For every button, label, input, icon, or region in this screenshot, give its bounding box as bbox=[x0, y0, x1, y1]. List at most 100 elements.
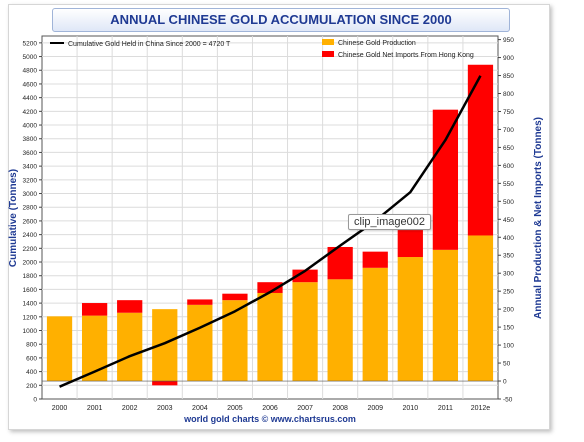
axes: 0200400600800100012001400160018002000220… bbox=[23, 37, 515, 412]
right-tick-label: 950 bbox=[503, 37, 514, 44]
bar-production-2012e bbox=[467, 235, 494, 382]
left-tick-label: 1400 bbox=[23, 301, 38, 308]
right-tick-label: 400 bbox=[503, 235, 514, 242]
right-tick-label: 550 bbox=[503, 181, 514, 188]
right-tick-label: -50 bbox=[503, 397, 513, 404]
source-credit: world gold charts © www.chartsrus.com bbox=[183, 414, 356, 424]
left-tick-label: 2400 bbox=[23, 232, 38, 239]
bar-production-2003 bbox=[152, 309, 178, 382]
bar-production-2008 bbox=[327, 279, 353, 382]
x-tick-label: 2000 bbox=[52, 405, 68, 412]
x-tick-label: 2007 bbox=[297, 405, 313, 412]
left-tick-label: 3800 bbox=[23, 136, 38, 143]
right-tick-label: 750 bbox=[503, 109, 514, 116]
right-tick-label: 350 bbox=[503, 253, 514, 260]
legend-swatch-production bbox=[322, 39, 334, 45]
x-tick-label: 2010 bbox=[403, 405, 419, 412]
right-tick-label: 850 bbox=[503, 73, 514, 80]
bar-production-2010 bbox=[397, 257, 423, 382]
left-tick-label: 2800 bbox=[23, 205, 38, 212]
left-tick-label: 3000 bbox=[23, 191, 38, 198]
right-tick-label: 500 bbox=[503, 199, 514, 206]
left-tick-label: 5000 bbox=[23, 54, 38, 61]
legend-swatch-imports bbox=[322, 51, 334, 57]
bar-imports-2011 bbox=[432, 109, 459, 250]
x-tick-label: 2011 bbox=[438, 405, 453, 412]
left-tick-label: 5200 bbox=[23, 40, 38, 47]
x-tick-label: 2008 bbox=[332, 405, 348, 412]
left-tick-label: 2600 bbox=[23, 218, 38, 225]
x-tick-label: 2006 bbox=[262, 405, 278, 412]
bar-production-2006 bbox=[257, 292, 283, 382]
bar-imports-2001 bbox=[81, 303, 108, 316]
cumulative-series-line bbox=[59, 75, 482, 388]
bar-imports-2010 bbox=[397, 230, 423, 258]
left-tick-label: 3200 bbox=[23, 177, 38, 184]
x-tick-label: 2004 bbox=[192, 405, 208, 412]
chart-title: ANNUAL CHINESE GOLD ACCUMULATION SINCE 2… bbox=[52, 8, 510, 32]
left-tick-label: 2000 bbox=[23, 260, 38, 267]
right-tick-label: 300 bbox=[503, 271, 514, 278]
bar-imports-2006 bbox=[257, 282, 283, 293]
left-tick-label: 400 bbox=[26, 369, 37, 376]
left-tick-label: 4600 bbox=[23, 81, 38, 88]
legend-label-imports: Chinese Gold Net Imports From Hong Kong bbox=[338, 52, 474, 59]
right-tick-label: 100 bbox=[503, 343, 514, 350]
left-tick-label: 4800 bbox=[23, 68, 38, 75]
bar-imports-2002 bbox=[117, 300, 143, 313]
bar-imports-2009 bbox=[362, 251, 388, 268]
left-tick-label: 4200 bbox=[23, 109, 38, 116]
left-tick-label: 200 bbox=[26, 383, 37, 390]
x-tick-label: 2001 bbox=[87, 405, 103, 412]
bar-imports-2004 bbox=[187, 299, 213, 305]
legend: Cumulative Gold Held in China Since 2000… bbox=[50, 39, 474, 59]
right-tick-label: 250 bbox=[503, 289, 514, 296]
left-tick-label: 1000 bbox=[23, 328, 38, 335]
right-tick-label: 150 bbox=[503, 325, 514, 332]
cumulative-line bbox=[59, 75, 482, 388]
left-tick-label: 3600 bbox=[23, 150, 38, 157]
left-tick-label: 800 bbox=[26, 342, 37, 349]
bar-imports-2005 bbox=[222, 293, 248, 301]
left-tick-label: 0 bbox=[33, 397, 37, 404]
left-tick-label: 3400 bbox=[23, 164, 38, 171]
bars bbox=[42, 64, 498, 386]
left-tick-label: 600 bbox=[26, 355, 37, 362]
bar-production-2005 bbox=[222, 300, 248, 382]
right-tick-label: 50 bbox=[503, 361, 511, 368]
right-tick-label: 650 bbox=[503, 145, 514, 152]
left-tick-label: 4000 bbox=[23, 123, 38, 130]
legend-label-cumulative: Cumulative Gold Held in China Since 2000… bbox=[68, 41, 231, 48]
bar-production-2007 bbox=[292, 282, 318, 382]
left-tick-label: 4400 bbox=[23, 95, 38, 102]
right-tick-label: 0 bbox=[503, 379, 507, 386]
bar-imports-2003 bbox=[152, 381, 178, 386]
left-tick-label: 2200 bbox=[23, 246, 38, 253]
bar-production-2002 bbox=[117, 312, 143, 382]
right-tick-label: 200 bbox=[503, 307, 514, 314]
right-tick-label: 800 bbox=[503, 91, 514, 98]
bar-production-2001 bbox=[81, 315, 108, 382]
x-tick-label: 2002 bbox=[122, 405, 138, 412]
right-tick-label: 450 bbox=[503, 217, 514, 224]
x-tick-label: 2005 bbox=[227, 405, 243, 412]
x-tick-label: 2012e bbox=[471, 405, 491, 412]
bar-production-2004 bbox=[187, 304, 213, 382]
right-tick-label: 900 bbox=[503, 55, 514, 62]
x-tick-label: 2003 bbox=[157, 405, 173, 412]
left-axis-label: Cumulative (Tonnes) bbox=[8, 169, 19, 267]
left-tick-label: 1600 bbox=[23, 287, 38, 294]
right-axis-label: Annual Production & Net Imports (Tonnes) bbox=[533, 117, 544, 319]
left-tick-label: 1800 bbox=[23, 273, 38, 280]
bar-production-2009 bbox=[362, 267, 388, 382]
bar-imports-2007 bbox=[292, 269, 318, 283]
image-tag-label: clip_image002 bbox=[348, 214, 431, 230]
bar-production-2011 bbox=[432, 249, 459, 382]
left-tick-label: 1200 bbox=[23, 314, 38, 321]
right-tick-label: 700 bbox=[503, 127, 514, 134]
x-tick-label: 2009 bbox=[367, 405, 383, 412]
legend-label-production: Chinese Gold Production bbox=[338, 40, 416, 47]
bar-production-2000 bbox=[46, 316, 73, 382]
right-tick-label: 600 bbox=[503, 163, 514, 170]
